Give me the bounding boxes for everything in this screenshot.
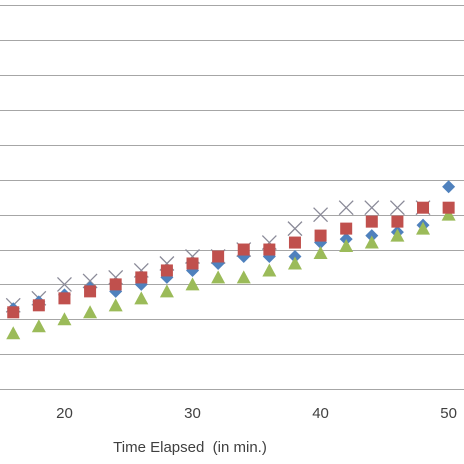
x-point: [57, 276, 72, 292]
x-point: [389, 200, 405, 216]
triangle-point: [108, 298, 123, 312]
square-point: [58, 292, 71, 305]
triangle-point: [211, 270, 226, 284]
x-point: [364, 200, 380, 216]
triangle-point: [313, 246, 328, 260]
x-point: [287, 221, 303, 237]
square-point: [32, 299, 45, 312]
square-point: [186, 257, 199, 270]
triangle-point: [31, 319, 46, 333]
series-triangle: [6, 207, 456, 340]
gridlines: [0, 5, 464, 390]
x-tick-labels: 1020304050: [56, 405, 457, 422]
triangle-point: [236, 270, 251, 284]
square-point: [160, 264, 173, 277]
triangle-point: [416, 221, 431, 235]
triangle-point: [339, 239, 354, 253]
triangle-point: [185, 277, 200, 291]
square-point: [391, 215, 404, 228]
x-point: [338, 200, 354, 216]
x-tick-label: 20: [56, 405, 73, 422]
triangle-point: [83, 305, 98, 319]
triangle-point: [6, 326, 21, 340]
x-point: [313, 207, 329, 223]
triangle-point: [390, 228, 405, 242]
triangle-point: [134, 291, 149, 305]
triangle-point: [287, 256, 302, 270]
square-point: [263, 243, 276, 256]
square-point: [314, 229, 327, 242]
x-axis-title: Time Elapsed (in min.): [113, 439, 267, 456]
triangle-point: [57, 312, 72, 326]
triangle-point: [159, 284, 174, 298]
square-point: [442, 201, 455, 214]
triangle-point: [364, 235, 379, 249]
diamond-point: [442, 180, 456, 194]
square-point: [237, 243, 250, 256]
x-tick-label: 30: [184, 405, 201, 422]
series-square: [7, 201, 455, 319]
square-point: [7, 306, 20, 319]
x-tick-label: 50: [440, 405, 457, 422]
square-point: [84, 285, 97, 298]
square-point: [417, 201, 430, 214]
square-point: [109, 278, 122, 291]
square-point: [340, 222, 353, 235]
square-point: [365, 215, 378, 228]
square-point: [135, 271, 148, 284]
square-point: [288, 236, 301, 249]
triangle-point: [262, 263, 277, 277]
series-diamond: [6, 180, 456, 316]
triangle-point: [441, 207, 456, 221]
x-tick-label: 40: [312, 405, 329, 422]
plot-area: [5, 180, 456, 340]
square-point: [212, 250, 225, 263]
